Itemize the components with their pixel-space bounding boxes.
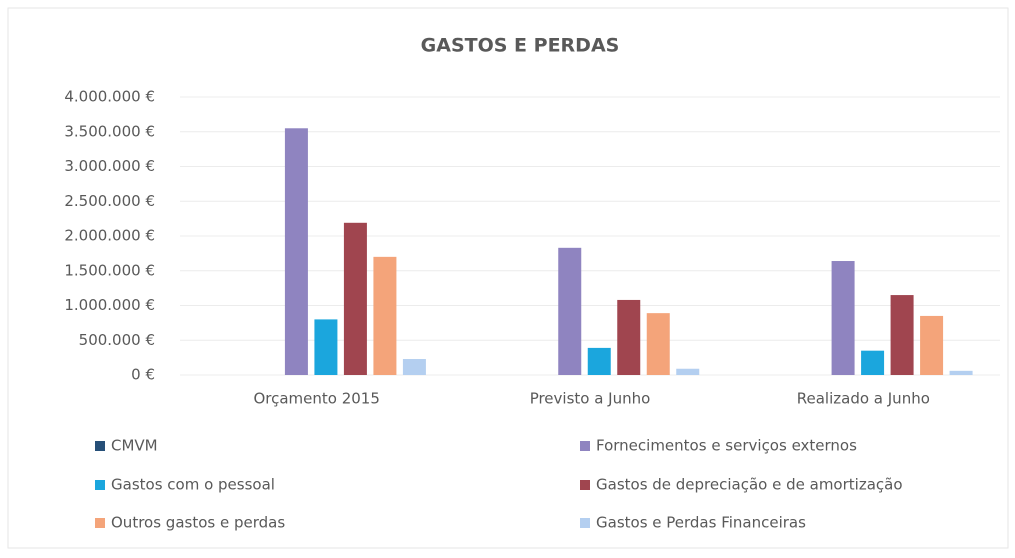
bar	[402, 359, 426, 375]
bar	[920, 315, 944, 375]
legend-swatch	[95, 518, 105, 528]
y-tick-label: 1.000.000 €	[64, 296, 155, 314]
x-tick-label: Realizado a Junho	[797, 390, 930, 408]
bar	[617, 299, 641, 375]
legend-label: Gastos com o pessoal	[111, 476, 275, 494]
legend-swatch	[580, 480, 590, 490]
legend-label: Fornecimentos e serviços externos	[596, 437, 857, 455]
bar	[676, 368, 700, 375]
bar	[890, 295, 914, 375]
y-tick-label: 4.000.000 €	[64, 88, 155, 106]
bar	[587, 347, 611, 375]
bar	[373, 256, 397, 375]
y-tick-label: 500.000 €	[79, 331, 155, 349]
x-tick-label: Orçamento 2015	[253, 390, 379, 408]
y-tick-label: 1.500.000 €	[64, 261, 155, 279]
bar	[314, 319, 338, 375]
chart-title: GASTOS E PERDAS	[421, 35, 620, 57]
bar	[861, 350, 885, 375]
bar	[831, 261, 855, 375]
bar	[284, 128, 308, 375]
y-tick-label: 2.000.000 €	[64, 227, 155, 245]
legend-label: Outros gastos e perdas	[111, 514, 285, 532]
legend-swatch	[580, 518, 590, 528]
bar	[949, 370, 973, 375]
legend-swatch	[95, 480, 105, 490]
y-tick-label: 3.000.000 €	[64, 157, 155, 175]
chart-frame	[7, 7, 1009, 549]
bar	[558, 247, 582, 375]
legend-label: Gastos de depreciação e de amortização	[596, 476, 903, 494]
legend-swatch	[95, 441, 105, 451]
legend-label: Gastos e Perdas Financeiras	[596, 514, 806, 532]
y-tick-label: 2.500.000 €	[64, 192, 155, 210]
legend-label: CMVM	[111, 437, 158, 455]
bar	[646, 313, 670, 375]
y-tick-label: 0 €	[131, 366, 155, 384]
x-tick-label: Previsto a Junho	[530, 390, 651, 408]
y-tick-label: 3.500.000 €	[64, 122, 155, 140]
legend-swatch	[580, 441, 590, 451]
bar	[343, 222, 367, 375]
